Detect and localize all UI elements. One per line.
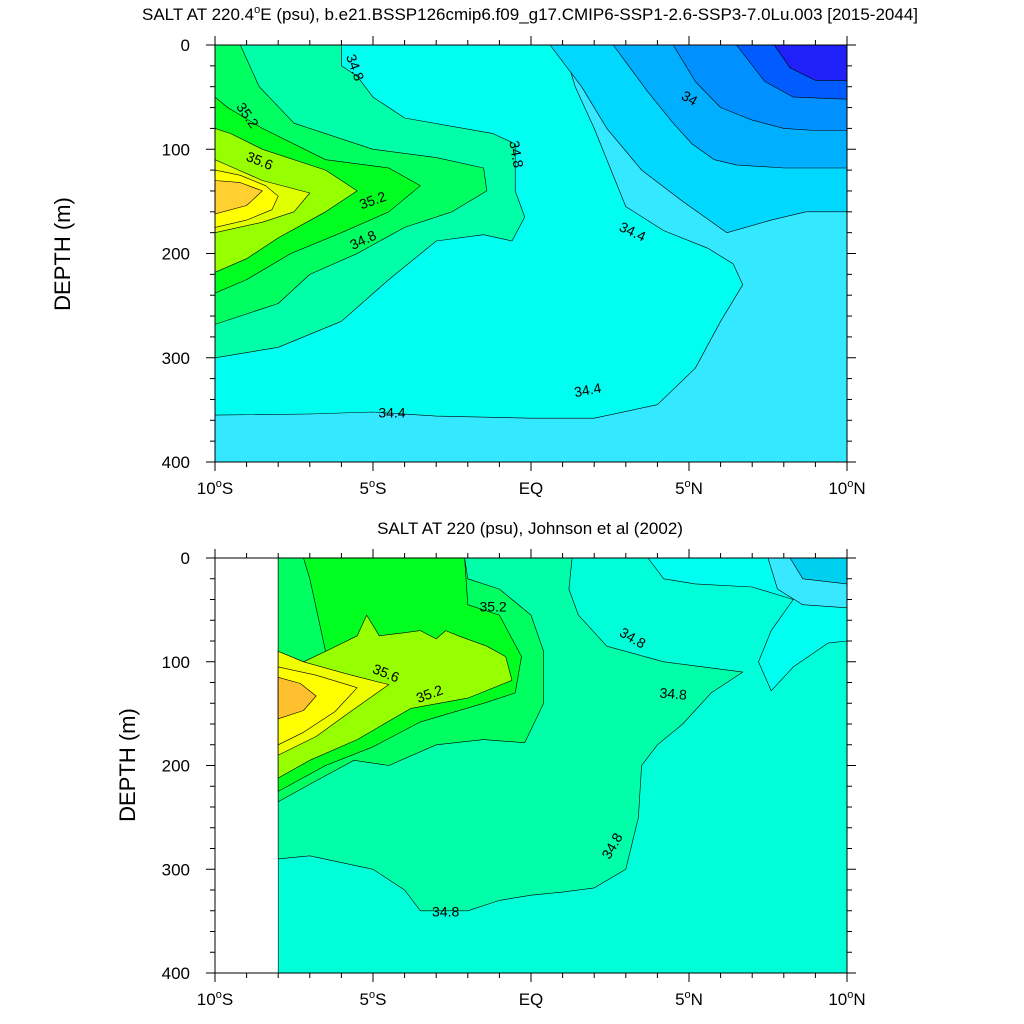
y-axis-label: DEPTH (m) [50, 197, 75, 311]
y-tick-label: 400 [162, 453, 190, 472]
tick-marks [206, 36, 856, 471]
contour-label: 34.4 [378, 405, 405, 421]
chart-title: SALT AT 220 (psu), Johnson et al (2002) [377, 519, 683, 538]
contour-region-34-2 [789, 558, 847, 585]
contour-label: 34.4 [573, 380, 603, 401]
contour-label: 35.2 [479, 599, 506, 615]
contour-region-33-6 [773, 45, 847, 81]
contour-fills [215, 45, 847, 462]
y-tick-label: 0 [181, 36, 190, 55]
y-tick-label: 300 [162, 860, 190, 879]
y-tick-label: 100 [162, 140, 190, 159]
contour-label: 34.8 [506, 139, 527, 169]
chart-title: SALT AT 220.4oE (psu), b.e21.BSSP126cmip… [142, 4, 918, 24]
contour-region-35-6 [277, 614, 513, 779]
x-tick-label: 5oS [360, 478, 387, 498]
y-tick-label: 400 [162, 964, 190, 983]
contour-label: 34 [679, 87, 701, 109]
contour-fills [277, 558, 847, 973]
x-tick-label: EQ [519, 990, 544, 1009]
x-tick-label: EQ [519, 479, 544, 498]
contour-label: 34.8 [659, 685, 688, 703]
y-tick-label: 200 [162, 757, 190, 776]
y-axis-label: DEPTH (m) [115, 708, 140, 822]
contour-region-36 [215, 180, 263, 215]
y-tick-label: 200 [162, 245, 190, 264]
x-tick-label: 5oN [675, 989, 703, 1009]
x-tick-label: 5oS [360, 989, 387, 1009]
tick-marks [206, 549, 856, 982]
y-tick-label: 0 [181, 549, 190, 568]
contour-region-36-2 [277, 676, 317, 720]
contour-label: 34.8 [432, 904, 459, 920]
x-tick-label: 10oN [828, 989, 865, 1009]
x-tick-label: 10oS [197, 989, 233, 1009]
y-tick-label: 300 [162, 349, 190, 368]
x-tick-label: 5oN [675, 478, 703, 498]
x-tick-label: 10oS [197, 478, 233, 498]
y-tick-label: 100 [162, 653, 190, 672]
x-tick-label: 10oN [828, 478, 865, 498]
plot-panel-1: 34.835.235.6 34.835.234.83434.434.434.410… [50, 4, 918, 498]
